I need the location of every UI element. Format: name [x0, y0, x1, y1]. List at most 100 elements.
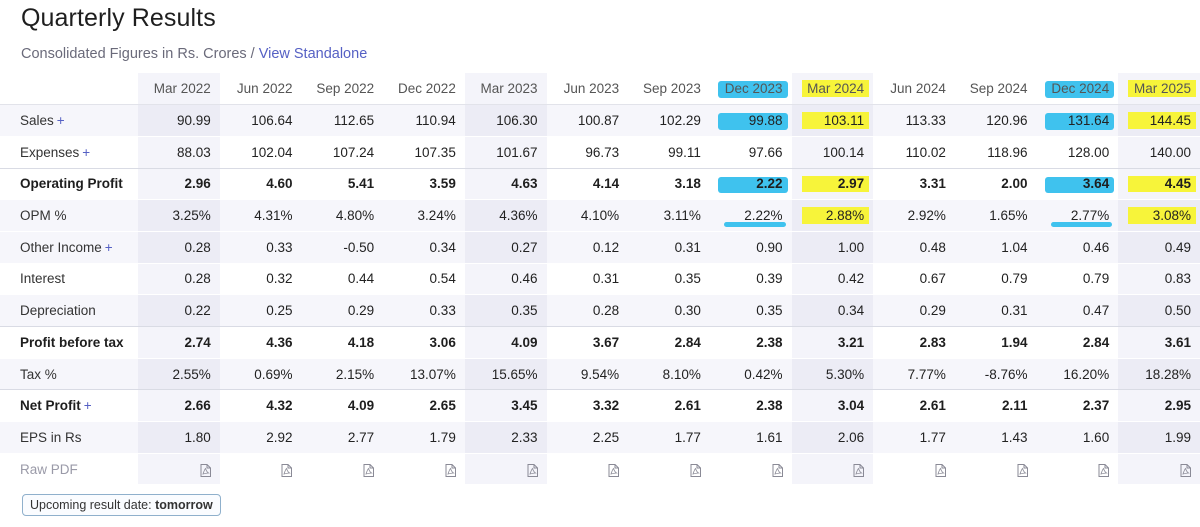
table-row: Sales +90.99 106.64 112.65 110.94 106.30 100.8… — [0, 104, 1200, 137]
raw-pdf-link[interactable] — [547, 453, 629, 485]
pdf-file-icon[interactable] — [1017, 463, 1028, 477]
table-cell: 5.41 — [301, 167, 384, 200]
row-label-text: OPM % — [20, 208, 67, 224]
pdf-file-icon[interactable] — [445, 463, 456, 477]
table-cell: 101.67 — [464, 136, 547, 169]
upcoming-value: tomorrow — [155, 498, 213, 512]
table-cell: 2.83 — [873, 326, 955, 359]
pdf-file-icon[interactable] — [772, 463, 783, 477]
table-cell: 4.31% — [219, 199, 302, 232]
table-cell: 107.35 — [414, 144, 456, 160]
row-label[interactable]: Net Profit + — [0, 389, 139, 422]
table-cell: 4.09 — [301, 389, 384, 422]
table-cell: 107.24 — [332, 144, 375, 160]
row-label-text: Other Income — [20, 239, 102, 255]
row-label-text: Net Profit — [20, 398, 81, 414]
table-cell: 1.77 — [628, 421, 710, 454]
table-cell: 0.90 — [709, 231, 792, 264]
table-cell: 3.32 — [546, 389, 629, 422]
table-cell: 3.31 — [873, 167, 955, 200]
pdf-file-icon[interactable] — [1180, 463, 1191, 477]
raw-pdf-link[interactable] — [383, 453, 465, 485]
page-subtitle: Consolidated Figures in Rs. Crores / View … — [21, 46, 367, 62]
table-cell: 0.42 — [791, 263, 874, 295]
pdf-file-icon[interactable] — [935, 463, 946, 477]
upcoming-result-badge: Upcoming result date: tomorrow — [22, 494, 221, 516]
row-label-text: Sales — [20, 113, 54, 129]
pdf-file-icon[interactable] — [1098, 463, 1110, 477]
table-cell: 90.99 — [138, 104, 220, 137]
pdf-file-icon[interactable] — [363, 463, 375, 477]
table-cell: 4.14 — [546, 167, 629, 200]
column-header: Mar 2025 — [1118, 73, 1200, 106]
column-header: Mar 2024 — [791, 73, 874, 106]
row-label[interactable]: Expenses + — [0, 136, 138, 168]
pdf-file-icon[interactable] — [200, 463, 211, 477]
table-cell: 3.06 — [383, 326, 465, 359]
table-cell: 0.35 — [709, 294, 792, 327]
table-cell: 103.11 — [791, 104, 874, 137]
raw-pdf-link[interactable] — [301, 453, 383, 485]
table-cell: 106.64 — [219, 104, 302, 137]
row-label: EPS in Rs — [0, 421, 139, 454]
pdf-file-icon[interactable] — [690, 463, 701, 477]
table-cell: 1.04 — [954, 231, 1037, 264]
table-cell: 0.49 — [1118, 231, 1200, 264]
table-row: Other Income +0.28 0.33 -0.50 0.34 0.27 0.12 0.… — [0, 231, 1200, 264]
table-cell: 9.54% — [546, 358, 629, 390]
pdf-file-icon[interactable] — [527, 463, 538, 477]
raw-pdf-link[interactable] — [873, 453, 955, 485]
table-cell: 4.09 — [464, 326, 547, 359]
table-cell: 0.67 — [919, 271, 946, 287]
table-cell: 2.95 — [1118, 389, 1200, 422]
pdf-file-icon[interactable] — [608, 463, 620, 477]
raw-pdf-link[interactable] — [955, 453, 1037, 485]
view-standalone-link[interactable]: View Standalone — [258, 46, 368, 62]
table-cell: 97.66 — [748, 144, 783, 160]
row-label[interactable]: Other Income + — [0, 231, 139, 264]
table-cell: 99.11 — [668, 144, 701, 160]
table-cell: 102.04 — [251, 144, 293, 160]
table-cell: 2.92% — [873, 199, 955, 232]
table-cell: 0.29 — [873, 294, 955, 327]
table-cell: 118.96 — [987, 144, 1028, 160]
raw-pdf-link[interactable] — [628, 453, 710, 485]
table-cell: 0.46 — [464, 263, 547, 295]
table-cell: 2.38 — [709, 326, 792, 359]
table-cell: 0.54 — [429, 271, 456, 287]
column-header: Mar 2023 — [464, 73, 547, 106]
table-cell: 0.31 — [592, 271, 620, 287]
expand-plus-icon[interactable]: + — [56, 113, 65, 129]
table-cell: 2.92 — [219, 421, 302, 454]
raw-pdf-link[interactable] — [1037, 453, 1119, 485]
pdf-file-icon[interactable] — [853, 463, 865, 477]
table-cell: 3.59 — [383, 167, 465, 200]
table-cell: 3.21 — [791, 326, 874, 359]
raw-pdf-link[interactable] — [138, 453, 220, 485]
expand-plus-icon[interactable]: + — [83, 398, 92, 414]
table-cell: 0.34 — [791, 294, 874, 327]
table-cell: 2.38 — [709, 389, 792, 422]
table-row: EPS in Rs 1.80 2.92 2.77 1.79 2.33 2.25 1.77 1.6… — [0, 421, 1200, 454]
raw-pdf-link[interactable] — [710, 453, 792, 485]
row-label-text: EPS in Rs — [20, 429, 82, 445]
table-cell: 3.18 — [628, 167, 710, 200]
raw-pdf-link[interactable] — [791, 453, 874, 485]
column-header: Dec 2022 — [383, 73, 465, 106]
row-label: Interest — [0, 263, 138, 295]
table-cell: 8.10% — [628, 358, 710, 390]
raw-pdf-link[interactable] — [1118, 453, 1200, 485]
raw-pdf-link[interactable] — [464, 453, 547, 485]
table-cell: 0.47 — [1036, 294, 1119, 327]
table-cell: 3.04 — [791, 389, 874, 422]
table-cell: 140.00 — [1118, 136, 1200, 169]
expand-plus-icon[interactable]: + — [104, 239, 113, 255]
table-cell: 3.67 — [546, 326, 629, 359]
raw-pdf-link[interactable] — [220, 453, 302, 485]
row-label: Raw PDF — [0, 453, 138, 485]
table-cell: 15.65% — [464, 358, 547, 390]
pdf-file-icon[interactable] — [281, 463, 293, 477]
expand-plus-icon[interactable]: + — [82, 144, 91, 160]
row-label[interactable]: Sales + — [0, 104, 139, 137]
quarterly-results-table: Mar 2022 Jun 2022 Sep 2022 Dec 2022 Mar … — [0, 73, 1200, 485]
